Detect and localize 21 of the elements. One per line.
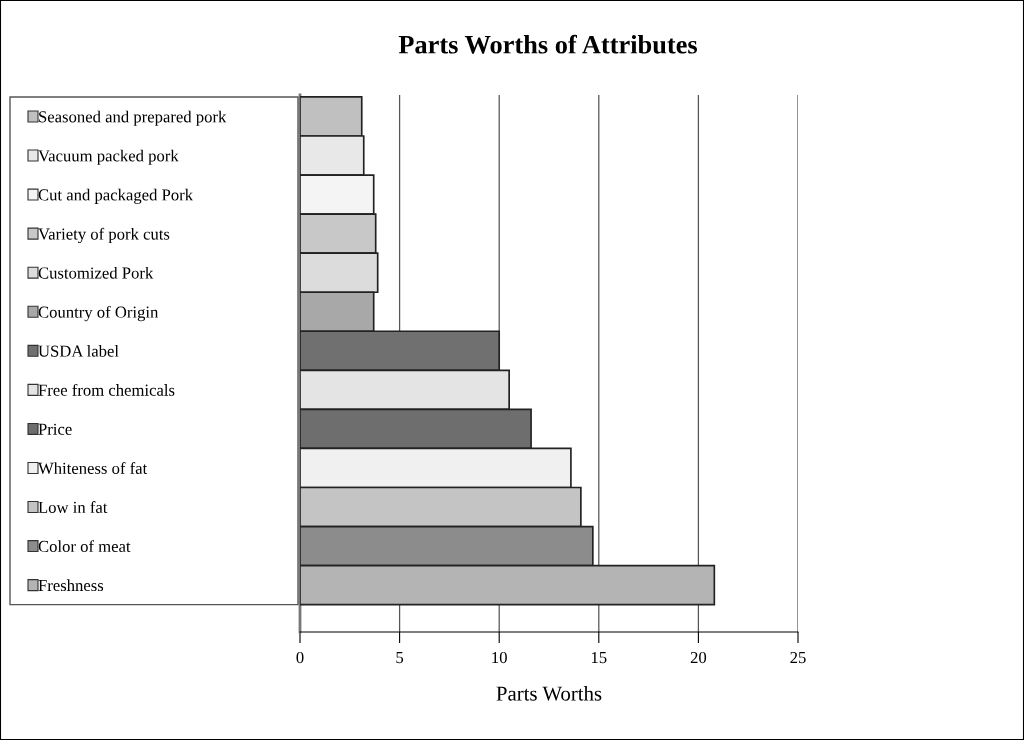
y-tick-label: Country of Origin <box>38 305 159 322</box>
y-tick-label: USDA label <box>38 345 119 357</box>
y-tick-label: Price <box>38 423 72 435</box>
x-tick-label: 10 <box>492 651 507 664</box>
y-tick-label: Seasoned and prepared pork <box>39 110 227 126</box>
y-tick-label: Variety of pork cuts <box>38 227 170 244</box>
y-tick-label: Color of meat <box>38 540 131 553</box>
y-tick-label: Customized Pork <box>38 266 154 279</box>
y-tick-label: Vacuum packed pork <box>38 149 179 165</box>
x-tick-label: 15 <box>591 652 607 664</box>
x-axis-title: Parts Worths <box>496 686 602 701</box>
y-tick-label: Free from chemicals <box>38 383 175 396</box>
x-tick-label: 0 <box>296 651 304 664</box>
x-tick-label: 25 <box>790 651 806 664</box>
chart-title: Parts Worths of Attributes <box>398 34 698 54</box>
x-tick-label: 20 <box>690 651 707 664</box>
y-tick-label: Freshness <box>38 579 104 592</box>
x-tick-label: 5 <box>396 652 404 664</box>
y-tick-label: Whiteness of fat <box>38 462 148 475</box>
y-tick-label: Cut and packaged Pork <box>38 188 194 204</box>
y-tick-label: Low in fat <box>38 501 108 513</box>
